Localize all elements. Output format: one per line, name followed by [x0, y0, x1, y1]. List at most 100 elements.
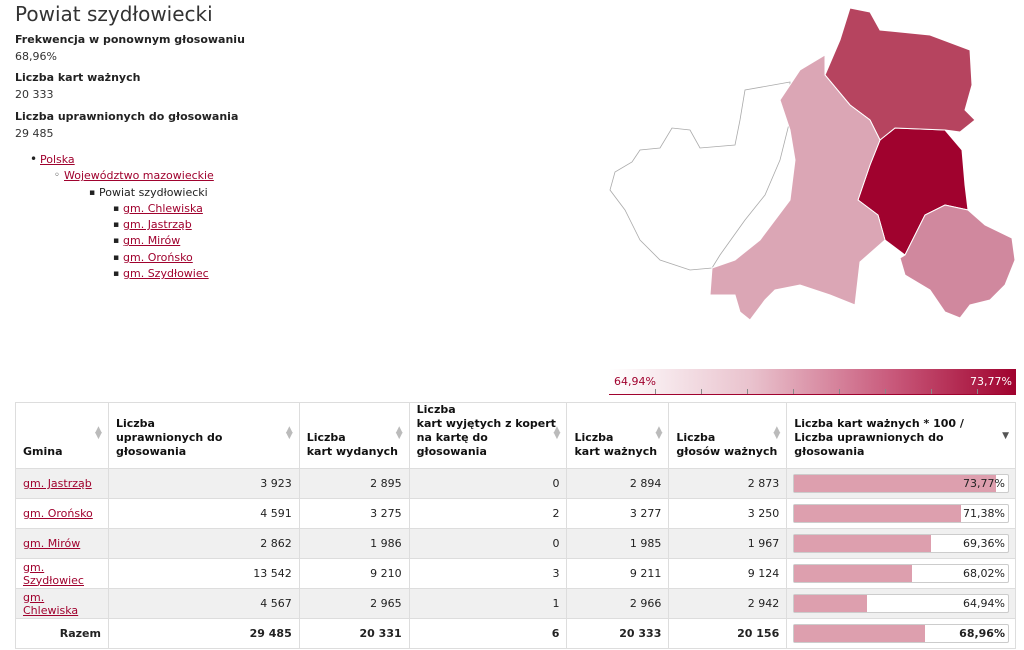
legend-min-label: 64,94% [614, 375, 656, 388]
region-tree: Polska Województwo mazowieckie Powiat sz… [30, 151, 214, 283]
link-gmina-mirow[interactable]: gm. Mirów [123, 234, 181, 248]
legend-tick [793, 389, 794, 394]
link-gmina-chlewiska[interactable]: gm. Chlewiska [123, 201, 203, 215]
cell-turnout: 68,96% [786, 618, 1016, 649]
cell-eligible: 4 591 [107, 498, 300, 529]
cell-turnout: 71,38% [786, 498, 1016, 529]
cell-valid-votes: 1 967 [668, 528, 788, 559]
turnout-bar-fill [794, 595, 867, 612]
gmina-link[interactable]: gm. Orońsko [23, 507, 93, 520]
cell-gmina: gm. Szydłowiec [15, 558, 109, 589]
turnout-bar-fill [794, 625, 926, 642]
turnout-bar: 64,94% [793, 594, 1009, 613]
gmina-link[interactable]: gm. Chlewiska [23, 590, 79, 617]
cell-issued: 3 275 [298, 498, 410, 529]
sort-icon: ▲ ▼ [95, 425, 102, 441]
legend-tick [885, 389, 886, 394]
sort-desc-icon: ▼ [1002, 431, 1009, 441]
column-header-valid-votes[interactable]: Liczba głosów ważnych ▲ ▼ [668, 402, 788, 469]
cell-gmina: gm. Jastrząb [15, 468, 109, 499]
link-gmina-szydlowiec[interactable]: gm. Szydłowiec [123, 267, 209, 281]
turnout-bar-fill [794, 475, 996, 492]
table-row: gm. Orońsko 4 591 3 275 2 3 277 3 250 71,38% [15, 498, 1016, 529]
turnout-bar: 68,96% [793, 624, 1009, 643]
cell-valid-votes: 20 156 [668, 618, 788, 649]
column-header-eligible[interactable]: Liczba uprawnionych do głosowania ▲ ▼ [107, 402, 300, 469]
stat-label: Frekwencja w ponownym głosowaniu [15, 33, 245, 46]
gmina-link[interactable]: gm. Szydłowiec [23, 560, 84, 587]
legend-tick [839, 389, 840, 394]
stat-eligible-voters: Liczba uprawnionych do głosowania 29 485 [15, 110, 238, 141]
cell-valid-cards: 1 985 [566, 528, 670, 559]
stat-value: 68,96% [15, 50, 57, 63]
cell-valid-votes: 2 942 [668, 588, 788, 619]
stat-value: 20 333 [15, 88, 54, 101]
stat-turnout: Frekwencja w ponownym głosowaniu 68,96% [15, 33, 245, 64]
total-row: Razem 29 485 20 331 6 20 333 20 156 68,9… [15, 618, 1016, 649]
turnout-bar: 73,77% [793, 474, 1009, 493]
cell-valid-votes: 3 250 [668, 498, 788, 529]
turnout-bar: 71,38% [793, 504, 1009, 523]
legend-tick [747, 389, 748, 394]
legend-tick [931, 389, 932, 394]
total-label: Razem [15, 618, 109, 649]
cell-issued: 1 986 [298, 528, 410, 559]
cell-turnout: 64,94% [786, 588, 1016, 619]
cell-issued: 2 895 [298, 468, 410, 499]
sort-icon: ▲ ▼ [773, 425, 781, 441]
column-header-gmina[interactable]: Gmina ▲ ▼ [15, 402, 109, 469]
current-county: Powiat szydłowiecki [99, 185, 208, 199]
cell-valid-cards: 2 966 [566, 588, 670, 619]
turnout-value: 64,94% [963, 597, 1005, 610]
link-country[interactable]: Polska [40, 153, 75, 166]
sort-icon: ▲ ▼ [395, 425, 403, 441]
link-voivodeship[interactable]: Województwo mazowieckie [64, 169, 214, 183]
link-gmina-oronsko[interactable]: gm. Orońsko [123, 250, 193, 264]
results-table: Gmina ▲ ▼ Liczba uprawnionych do głosowani… [15, 402, 1016, 649]
turnout-bar-fill [794, 535, 932, 552]
table-row: gm. Jastrząb 3 923 2 895 0 2 894 2 873 73,77% [15, 468, 1016, 499]
stat-label: Liczba kart ważnych [15, 71, 141, 84]
turnout-bar: 69,36% [793, 534, 1009, 553]
stat-value: 29 485 [15, 127, 54, 140]
stat-valid-cards: Liczba kart ważnych 20 333 [15, 71, 140, 102]
map-neighbor-outline [609, 81, 791, 271]
legend-tick [977, 389, 978, 394]
map-gmina-mirow[interactable] [709, 54, 886, 321]
cell-taken-out: 6 [408, 618, 568, 649]
column-header-taken-out[interactable]: Liczba kart wyjętych z kopert na kartę d… [408, 402, 568, 469]
cell-eligible: 13 542 [107, 558, 300, 589]
turnout-value: 73,77% [963, 477, 1005, 490]
column-header-turnout[interactable]: Liczba kart ważnych * 100 / Liczba upraw… [786, 402, 1016, 469]
cell-turnout: 69,36% [786, 528, 1016, 559]
turnout-value: 71,38% [963, 507, 1005, 520]
cell-taken-out: 1 [408, 588, 568, 619]
link-gmina-jastrzab[interactable]: gm. Jastrząb [123, 218, 192, 232]
column-header-issued[interactable]: Liczba kart wydanych ▲ ▼ [298, 402, 410, 469]
turnout-value: 68,02% [963, 567, 1005, 580]
gmina-link[interactable]: gm. Jastrząb [23, 477, 92, 490]
cell-gmina: gm. Mirów [15, 528, 109, 559]
cell-eligible: 3 923 [107, 468, 300, 499]
sort-icon: ▲ ▼ [285, 425, 293, 441]
column-header-valid-cards[interactable]: Liczba kart ważnych ▲ ▼ [566, 402, 670, 469]
cell-valid-cards: 9 211 [566, 558, 670, 589]
turnout-value: 68,96% [959, 627, 1005, 640]
legend-tick [655, 389, 656, 394]
table-row: gm. Mirów 2 862 1 986 0 1 985 1 967 69,36% [15, 528, 1016, 559]
cell-taken-out: 0 [408, 528, 568, 559]
cell-valid-votes: 9 124 [668, 558, 788, 589]
sort-icon: ▲ ▼ [655, 425, 663, 441]
county-map [609, 7, 1016, 321]
cell-eligible: 2 862 [107, 528, 300, 559]
gmina-link[interactable]: gm. Mirów [23, 537, 81, 550]
cell-valid-cards: 3 277 [566, 498, 670, 529]
legend-tick [701, 389, 702, 394]
cell-valid-cards: 2 894 [566, 468, 670, 499]
table-row: gm. Szydłowiec 13 542 9 210 3 9 211 9 124 68,0… [15, 558, 1016, 589]
cell-turnout: 68,02% [786, 558, 1016, 589]
cell-gmina: gm. Orońsko [15, 498, 109, 529]
turnout-value: 69,36% [963, 537, 1005, 550]
stat-label: Liczba uprawnionych do głosowania [15, 110, 239, 123]
map-gmina-szydlowiec[interactable] [899, 204, 1016, 319]
